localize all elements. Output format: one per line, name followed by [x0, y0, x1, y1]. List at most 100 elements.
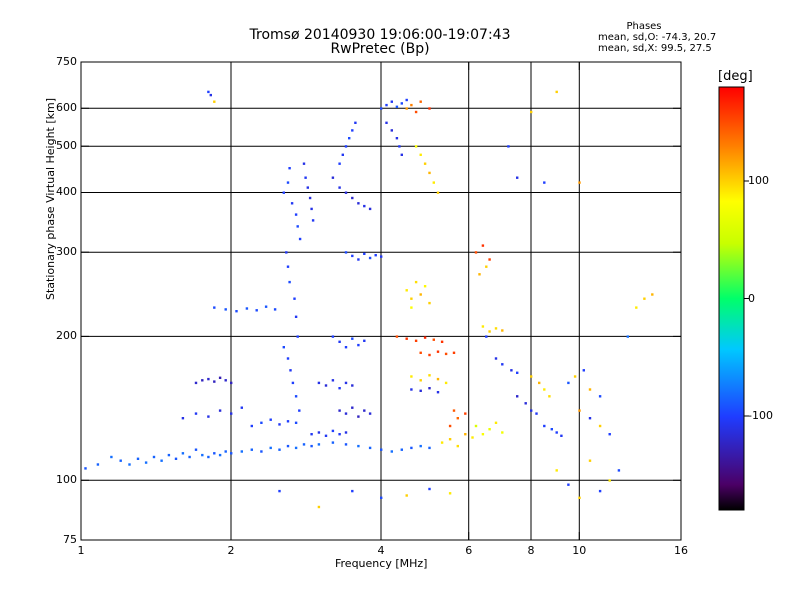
data-point [341, 153, 344, 156]
data-point [224, 450, 227, 453]
data-point [354, 121, 357, 124]
data-point [357, 258, 360, 261]
data-point [432, 338, 435, 341]
data-point [344, 251, 348, 254]
data-point [548, 395, 551, 398]
data-point [308, 196, 312, 200]
data-point [331, 441, 335, 444]
data-point [213, 380, 216, 383]
data-point [296, 225, 299, 228]
data-point [338, 387, 341, 390]
tick-marks [80, 61, 682, 541]
data-point [608, 479, 611, 482]
data-point [507, 145, 510, 148]
data-point [213, 306, 216, 309]
data-point [294, 315, 298, 318]
y-tick-label: 600 [56, 101, 77, 115]
data-point [289, 369, 292, 372]
data-point [380, 107, 383, 110]
x-tick-label: 2 [227, 544, 235, 557]
data-point [110, 455, 113, 459]
data-point [501, 329, 504, 332]
data-point [269, 446, 272, 450]
data-point [278, 423, 281, 426]
data-point [317, 443, 321, 446]
data-point [444, 381, 448, 385]
data-point [456, 444, 459, 448]
y-axis-title: Stationary phase Virtual Height [km] [44, 97, 57, 300]
data-point [440, 340, 444, 343]
data-point [230, 452, 233, 455]
data-point [448, 438, 452, 441]
y-tick-label: 500 [56, 139, 77, 153]
data-point [395, 335, 399, 338]
data-point [286, 181, 290, 184]
grid-lines [81, 62, 681, 540]
data-point [286, 420, 290, 423]
data-point [516, 176, 519, 179]
data-point [538, 381, 541, 385]
data-point [617, 469, 621, 472]
data-point [218, 409, 222, 412]
data-point [194, 412, 198, 415]
data-point [452, 351, 456, 354]
data-point [494, 421, 498, 424]
data-point [351, 196, 354, 200]
data-point [218, 376, 222, 379]
data-point [535, 412, 538, 415]
data-point [351, 406, 354, 409]
data-point [128, 463, 131, 466]
data-point [269, 418, 272, 421]
data-point [306, 186, 309, 189]
data-point [119, 459, 122, 462]
data-point [278, 489, 281, 493]
data-point [395, 137, 399, 140]
y-tick-label: 100 [56, 473, 77, 487]
data-point [478, 273, 481, 276]
data-point [464, 433, 467, 436]
data-point [167, 453, 171, 457]
data-point [423, 336, 427, 339]
data-point [428, 171, 431, 175]
data-point [428, 446, 431, 450]
data-point [474, 251, 478, 254]
data-point [530, 110, 533, 114]
data-point [488, 428, 491, 431]
data-point [290, 202, 294, 205]
data-point [530, 409, 533, 412]
data-point [288, 167, 291, 170]
data-point [207, 90, 210, 94]
data-point [410, 306, 413, 309]
data-point [224, 379, 227, 382]
data-point [357, 343, 360, 347]
data-point [294, 213, 298, 216]
chart-subtitle: RwPretec (Bp) [330, 41, 430, 57]
data-point [250, 424, 253, 428]
data-point [390, 100, 393, 103]
data-point [240, 406, 243, 409]
data-point [338, 340, 341, 343]
data-point [344, 145, 348, 148]
data-point [351, 129, 354, 132]
data-point [302, 162, 306, 165]
data-point [608, 433, 611, 436]
colorbar-ticks [744, 180, 749, 417]
data-point [410, 375, 413, 378]
data-point [501, 363, 504, 366]
data-point [440, 441, 444, 444]
data-point [530, 375, 533, 378]
data-point [448, 492, 452, 495]
data-point [230, 412, 233, 415]
data-point [380, 255, 383, 258]
data-point [338, 162, 341, 165]
colorbar-title: [deg] [718, 69, 753, 84]
phase-stats-x: mean, sd,X: 99.5, 27.5 [598, 43, 712, 54]
data-point [516, 371, 519, 374]
data-point [357, 415, 360, 418]
data-point [374, 254, 377, 257]
data-point [285, 251, 288, 254]
data-point [598, 395, 602, 398]
data-point [209, 93, 212, 97]
data-point [144, 461, 148, 464]
y-tick-label: 400 [56, 185, 77, 199]
